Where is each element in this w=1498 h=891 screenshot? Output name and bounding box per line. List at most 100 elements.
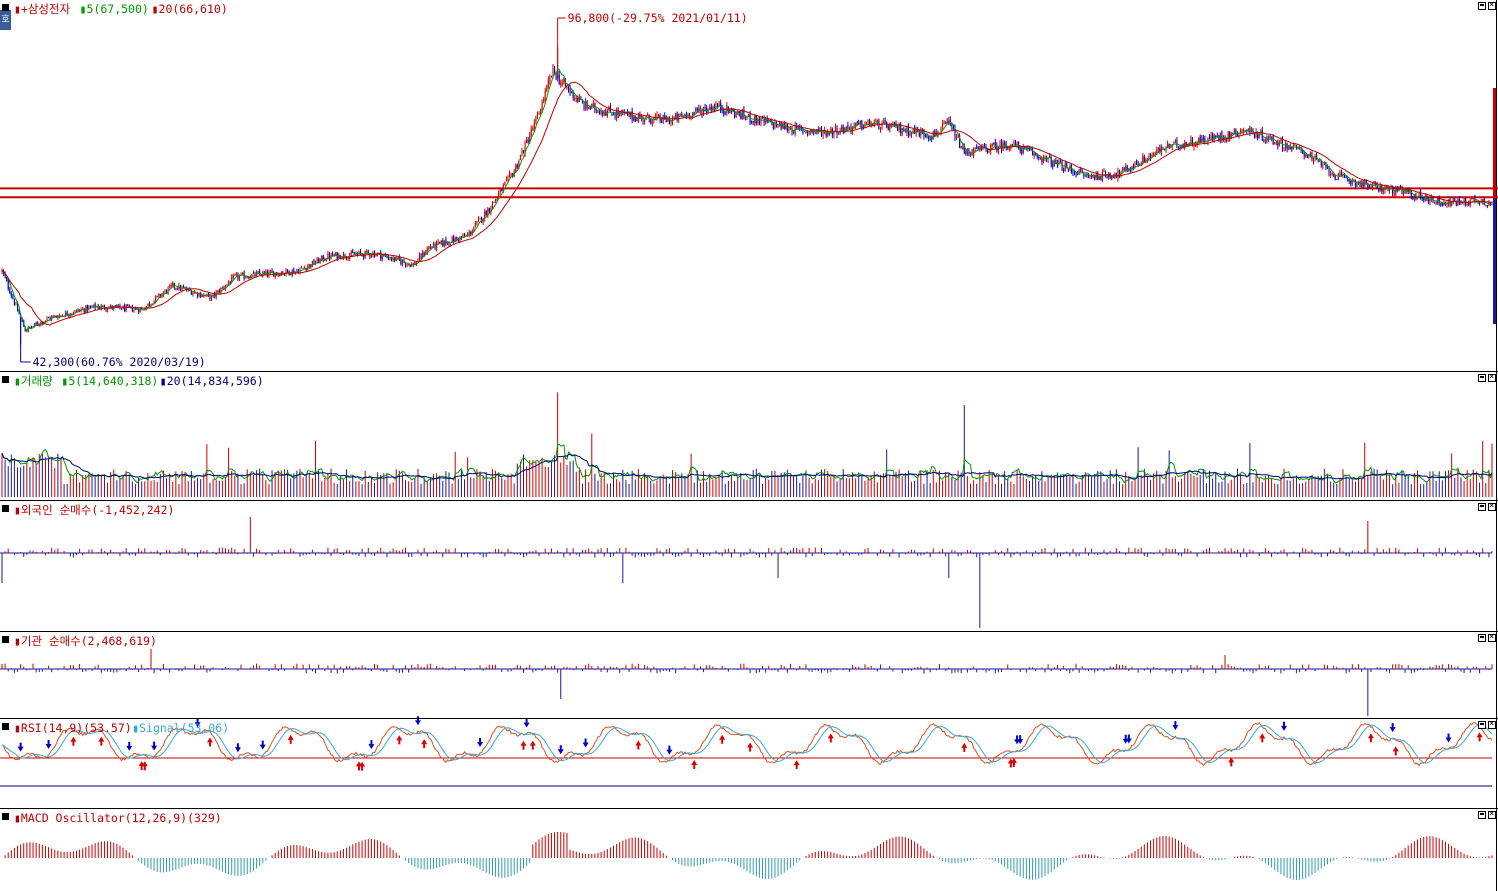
panel-close-button[interactable] <box>1488 0 1496 11</box>
candle-body <box>462 234 464 238</box>
candle-body <box>642 116 644 121</box>
panel-marker <box>2 505 9 512</box>
candle-body <box>1274 142 1276 144</box>
candle-body <box>1229 131 1231 139</box>
candle-body <box>861 120 863 129</box>
candle-body <box>476 221 478 224</box>
candle-body <box>788 129 790 131</box>
candle-body <box>426 248 428 253</box>
candle-body <box>1465 197 1467 204</box>
panel-minimize-button[interactable] <box>1478 811 1486 819</box>
candle-body <box>156 295 158 297</box>
candle-body <box>1412 197 1414 199</box>
candle-body <box>1235 128 1237 135</box>
chart-tab[interactable]: 호 <box>0 10 11 30</box>
candle-body <box>285 269 287 275</box>
candle-body <box>789 128 792 130</box>
candle-body <box>1013 141 1015 144</box>
candle-body <box>470 232 472 235</box>
panel-close-button[interactable] <box>1488 808 1496 820</box>
candle-body <box>1319 161 1321 163</box>
candle-body <box>271 270 273 273</box>
candle-body <box>1441 203 1443 206</box>
candle-body <box>965 151 967 154</box>
candle-body <box>990 145 992 152</box>
candle-body <box>918 131 920 137</box>
candle-body <box>974 147 976 149</box>
sell-arrow-icon <box>414 716 421 726</box>
candle-body <box>24 327 26 332</box>
candle-body <box>391 258 393 260</box>
panel-close-button[interactable] <box>1488 718 1496 730</box>
candle-body <box>515 165 517 172</box>
candle-body <box>508 173 511 176</box>
panel-minimize-button[interactable] <box>1478 374 1486 382</box>
candle-body <box>72 313 74 315</box>
candle-body <box>454 237 456 243</box>
candle-body <box>387 256 390 260</box>
candle-body <box>661 121 663 123</box>
candle-body <box>400 259 402 264</box>
legend-foreign-0: ▮외국인 순매수(-1,452,242) <box>14 503 174 517</box>
candle-body <box>1240 129 1242 133</box>
candle-body <box>983 145 986 147</box>
candle-body <box>968 150 970 156</box>
candle-body <box>1098 176 1100 180</box>
candle-body <box>1340 172 1342 175</box>
candle-body <box>822 132 824 136</box>
candle-body <box>1143 157 1145 163</box>
panel-close-button[interactable] <box>1488 371 1496 383</box>
buy-arrow-icon <box>635 740 642 750</box>
candle-body <box>1434 201 1436 203</box>
candle-body <box>819 128 821 130</box>
panel-close-button[interactable] <box>1488 631 1496 643</box>
candle-body <box>27 326 29 331</box>
candle-body <box>217 290 219 293</box>
candle-body <box>1385 186 1388 188</box>
candle-body <box>1168 143 1170 147</box>
panel-minimize-button[interactable] <box>1478 634 1486 642</box>
scale-bar-red <box>1493 88 1496 198</box>
candle-body <box>1221 131 1223 140</box>
candle-body <box>954 127 956 140</box>
candle-body <box>86 305 88 311</box>
candle-body <box>1474 197 1476 202</box>
panel-close-button[interactable] <box>1488 500 1496 512</box>
panel-minimize-button[interactable] <box>1478 2 1486 10</box>
candle-body <box>1368 186 1370 188</box>
candle-body <box>138 309 140 313</box>
macd-bars <box>4 831 1493 880</box>
candle-body <box>1232 133 1234 135</box>
sell-arrow-icon <box>477 737 484 747</box>
candle-body <box>1036 154 1038 157</box>
candle-body <box>704 107 706 109</box>
buy-arrow-icon <box>747 742 754 752</box>
candle-body <box>1210 135 1212 139</box>
buy-arrow-icon <box>793 760 800 770</box>
candle-body <box>133 309 135 312</box>
candle-body <box>446 241 448 245</box>
candle-body <box>1402 190 1405 195</box>
candle-body <box>193 292 196 294</box>
candle-body <box>429 246 431 248</box>
candle-body <box>1177 146 1180 148</box>
candle-body <box>52 316 54 318</box>
candle-body <box>482 218 484 223</box>
candle-body <box>1199 136 1201 143</box>
candle-body <box>553 66 556 73</box>
candle-body <box>75 309 78 312</box>
candle-body <box>287 269 289 272</box>
candle-body <box>169 285 171 288</box>
candle-body <box>994 142 996 147</box>
panel-minimize-button[interactable] <box>1478 721 1486 729</box>
candle-body <box>1317 159 1319 162</box>
candle-body <box>481 217 483 222</box>
candle-body <box>743 109 745 117</box>
candle-body <box>987 149 989 153</box>
candle-body <box>327 253 329 259</box>
candle-body <box>962 146 964 149</box>
candle-body <box>330 253 332 258</box>
panel-minimize-button[interactable] <box>1478 503 1486 511</box>
candle-body <box>116 305 118 307</box>
